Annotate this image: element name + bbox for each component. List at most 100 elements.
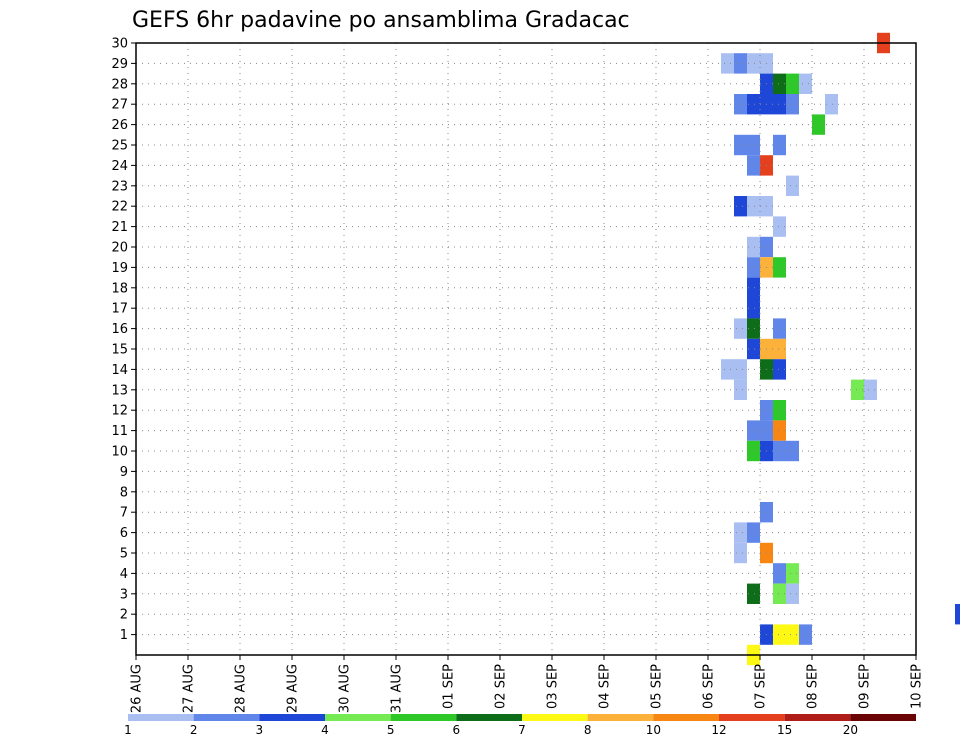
colorbar-label: 5: [387, 723, 395, 737]
heatmap-cell: [786, 563, 799, 584]
heatmap-cell: [851, 379, 864, 400]
colorbar-label: 12: [711, 723, 726, 737]
x-tick-label: 08 SEP: [806, 664, 821, 709]
x-tick-label: 28 AUG: [234, 664, 249, 713]
heatmap-cell: [773, 583, 786, 604]
heatmap-cell: [812, 114, 825, 135]
y-tick-label: 18: [111, 281, 128, 296]
heatmap-cell: [721, 359, 734, 380]
heatmap-cell: [747, 420, 760, 441]
colorbar-label: 20: [843, 723, 858, 737]
heatmap-cell: [747, 236, 760, 258]
heatmap-cell: [773, 563, 786, 584]
heatmap-cell: [747, 134, 760, 156]
x-tick-label: 05 SEP: [650, 664, 665, 709]
colorbar-label: 6: [453, 723, 461, 737]
heatmap-cell: [747, 257, 760, 278]
heatmap-cell: [734, 522, 747, 543]
heatmap-cell: [773, 440, 786, 462]
colorbar-swatch: [587, 714, 654, 721]
x-tick-label: 27 AUG: [182, 664, 197, 713]
colorbar-swatch: [850, 714, 916, 721]
colorbar-swatch: [193, 714, 260, 721]
y-tick-label: 11: [111, 424, 128, 439]
y-tick-label: 23: [111, 179, 128, 194]
heatmap-cell: [773, 73, 786, 94]
heatmap-cell: [773, 624, 786, 645]
colorbar-swatch: [390, 714, 457, 721]
colorbar-label: 15: [777, 723, 792, 737]
heatmap-cell: [747, 196, 760, 217]
y-tick-label: 28: [111, 77, 128, 92]
heatmap-cell: [734, 542, 747, 564]
colorbar-swatch: [522, 714, 588, 721]
heatmap-cell: [773, 257, 786, 278]
heatmap-cell: [747, 94, 760, 115]
y-tick-label: 1: [120, 628, 128, 643]
y-tick-label: 13: [111, 383, 128, 398]
y-tick-label: 14: [111, 363, 128, 378]
heatmap-cell: [786, 94, 799, 115]
x-tick-label: 26 AUG: [130, 664, 145, 713]
heatmap-cell: [864, 379, 877, 400]
heatmap-cell: [773, 359, 786, 380]
heatmap-cell: [773, 94, 786, 115]
y-tick-label: 19: [111, 261, 128, 276]
y-tick-label: 7: [120, 506, 128, 521]
heatmap-cell: [734, 196, 747, 217]
colorbar-label: 2: [190, 723, 198, 737]
heatmap-cell: [747, 298, 760, 319]
heatmap-cell: [734, 53, 747, 74]
x-axis: 26 AUG 27 AUG 28 AUG 29 AUG 30 AUG 31 AUG 01 S…: [130, 655, 925, 713]
heatmap-cell: [734, 318, 747, 339]
heatmap-cell: [734, 94, 747, 115]
colorbar-label: 7: [518, 723, 526, 737]
heatmap-cell: [825, 94, 838, 115]
heatmap-cell: [799, 624, 812, 645]
colorbar-label: 8: [584, 723, 592, 737]
y-tick-label: 8: [120, 485, 128, 500]
y-tick-label: 22: [111, 200, 128, 215]
heatmap-cell: [786, 440, 799, 462]
colorbar-swatch: [128, 714, 194, 721]
colorbar-swatch: [456, 714, 522, 721]
x-tick-label: 04 SEP: [598, 664, 613, 709]
heatmap-cell: [734, 379, 747, 400]
y-tick-label: 5: [120, 547, 128, 562]
colorbar-label: 4: [321, 723, 329, 737]
y-tick-label: 16: [111, 322, 128, 337]
heatmap-cell: [773, 338, 786, 360]
x-tick-label: 02 SEP: [494, 664, 509, 709]
heatmap-cell: [734, 134, 747, 156]
heatmap-cell: [747, 522, 760, 543]
y-tick-label: 17: [111, 302, 128, 317]
x-tick-label: 01 SEP: [442, 664, 457, 709]
heatmap-cell: [773, 318, 786, 339]
x-tick-label: 31 AUG: [390, 664, 405, 713]
heatmap-cell: [773, 216, 786, 237]
heatmap-cell: [747, 583, 760, 604]
y-tick-label: 9: [120, 465, 128, 480]
x-tick-label: 30 AUG: [338, 664, 353, 713]
heatmap-cell: [786, 73, 799, 94]
y-tick-label: 2: [120, 608, 128, 623]
y-tick-label: 15: [111, 343, 128, 358]
y-axis: 1234567891011121314151617181920212223242…: [111, 37, 136, 643]
colorbar-swatch: [784, 714, 851, 721]
heatmap-cell: [786, 175, 799, 196]
y-tick-label: 24: [111, 159, 128, 174]
x-tick-label: 10 SEP: [910, 664, 925, 709]
heatmap-cell: [747, 338, 760, 360]
heatmap-cell: [799, 73, 812, 94]
y-tick-label: 3: [120, 587, 128, 602]
heatmap-cell: [747, 155, 760, 176]
y-tick-label: 26: [111, 118, 128, 133]
heatmap-cell: [786, 583, 799, 604]
x-tick-label: 09 SEP: [858, 664, 873, 709]
colorbar-label: 1: [124, 723, 132, 737]
heatmap-cell: [955, 604, 960, 625]
y-tick-label: 10: [111, 445, 128, 460]
heatmap-cells: [721, 32, 960, 666]
y-tick-label: 29: [111, 57, 128, 72]
